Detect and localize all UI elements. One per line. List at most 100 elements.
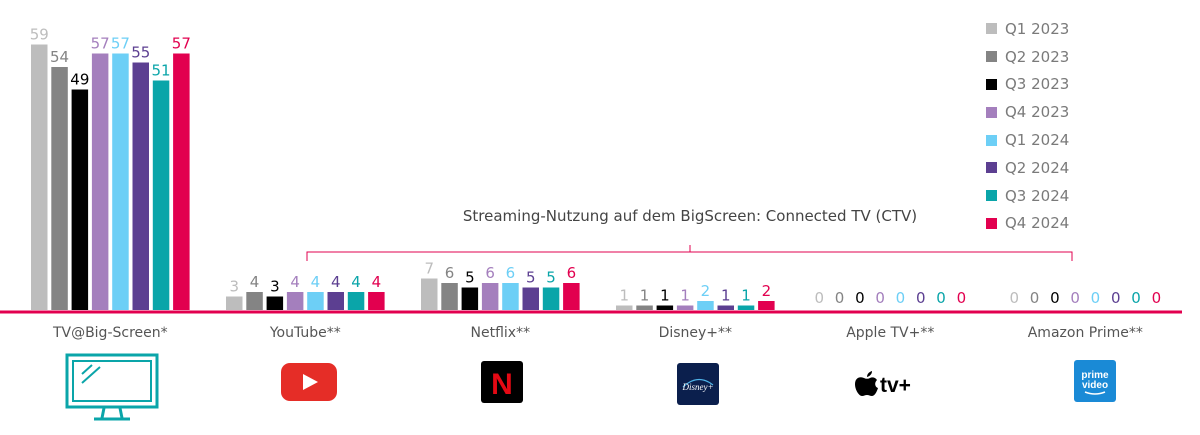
svg-text:N: N <box>491 368 513 401</box>
category-label: TV@Big-Screen* <box>52 325 168 341</box>
value-label-0-3: 57 <box>91 35 110 53</box>
legend-swatch <box>986 78 997 90</box>
legend-label: Q2 2024 <box>1005 158 1070 177</box>
category-label: YouTube** <box>269 325 341 341</box>
category-label: Apple TV+** <box>846 325 934 341</box>
bar-1-7 <box>368 292 385 310</box>
bar-2-1 <box>441 283 458 310</box>
value-label-2-4: 6 <box>506 264 516 282</box>
bar-2-7 <box>563 283 580 310</box>
streaming-bracket <box>306 245 1073 261</box>
bar-1-4 <box>307 292 324 310</box>
value-label-3-7: 2 <box>762 282 772 300</box>
value-label-0-2: 49 <box>70 71 89 89</box>
bar-3-4 <box>697 301 714 310</box>
value-label-4-4: 0 <box>896 289 906 307</box>
value-label-0-1: 54 <box>50 48 69 66</box>
value-label-1-0: 3 <box>229 278 239 296</box>
svg-text:tv+: tv+ <box>880 374 911 397</box>
value-label-3-2: 1 <box>660 287 670 305</box>
value-label-4-1: 0 <box>835 289 845 307</box>
value-label-1-4: 4 <box>311 273 321 291</box>
prime-video-icon: prime video <box>1074 360 1116 407</box>
bar-3-1 <box>636 305 653 310</box>
bar-2-4 <box>502 283 519 310</box>
value-label-4-2: 0 <box>855 289 865 307</box>
legend-swatch <box>986 51 997 63</box>
legend-swatch <box>986 23 997 35</box>
legend-swatch <box>986 106 997 118</box>
value-label-4-7: 0 <box>957 289 967 307</box>
value-label-1-6: 4 <box>351 273 361 291</box>
value-label-3-0: 1 <box>619 287 629 305</box>
legend-item: Q3 2023 <box>986 71 1069 99</box>
bar-1-6 <box>347 292 365 310</box>
streaming-annotation: Streaming-Nutzung auf dem BigScreen: Con… <box>462 207 918 225</box>
value-label-1-7: 4 <box>372 273 382 291</box>
bar-1-0 <box>226 296 243 310</box>
bar-2-0 <box>421 278 438 310</box>
value-label-4-5: 0 <box>916 289 926 307</box>
bar-0-1 <box>51 67 68 310</box>
value-label-2-6: 5 <box>546 269 556 287</box>
value-label-4-0: 0 <box>814 289 824 307</box>
netflix-icon: N <box>481 361 523 408</box>
tv-icon <box>64 352 160 429</box>
legend-swatch <box>986 134 997 146</box>
category-label: Amazon Prime** <box>1028 325 1143 341</box>
value-label-3-3: 1 <box>680 287 690 305</box>
legend-label: Q1 2023 <box>1005 19 1070 38</box>
bar-3-0 <box>616 305 633 310</box>
bar-3-7 <box>758 301 775 310</box>
value-label-4-3: 0 <box>875 289 885 307</box>
value-label-3-6: 1 <box>741 287 751 305</box>
bar-0-3 <box>91 53 109 310</box>
bar-0-7 <box>173 53 190 310</box>
svg-text:prime: prime <box>1081 370 1109 381</box>
value-label-3-5: 1 <box>721 287 731 305</box>
svg-text:video: video <box>1082 380 1108 391</box>
legend-swatch <box>986 190 997 202</box>
legend-item: Q3 2024 <box>986 182 1069 210</box>
value-label-0-5: 55 <box>131 44 150 62</box>
bar-3-3 <box>676 305 694 310</box>
legend-label: Q3 2024 <box>1005 186 1070 205</box>
category-label: Disney+** <box>659 325 732 341</box>
bar-2-6 <box>542 287 560 310</box>
value-label-2-0: 7 <box>424 260 434 278</box>
value-label-5-7: 0 <box>1152 289 1162 307</box>
value-label-2-7: 6 <box>567 264 577 282</box>
bar-1-3 <box>286 292 304 310</box>
bar-0-2 <box>71 89 89 310</box>
bar-0-0 <box>31 44 48 310</box>
value-label-0-4: 57 <box>111 35 130 53</box>
legend-label: Q2 2023 <box>1005 47 1070 66</box>
bar-2-5 <box>522 287 539 310</box>
bar-3-2 <box>656 305 674 310</box>
youtube-icon <box>281 363 337 406</box>
value-label-5-1: 0 <box>1030 289 1040 307</box>
value-label-4-6: 0 <box>936 289 946 307</box>
legend-label: Q4 2024 <box>1005 214 1070 233</box>
svg-text:Disney+: Disney+ <box>681 382 713 392</box>
value-label-2-5: 5 <box>526 269 536 287</box>
value-label-5-6: 0 <box>1131 289 1141 307</box>
legend-label: Q4 2023 <box>1005 103 1070 122</box>
legend-item: Q2 2024 <box>986 154 1069 182</box>
legend: Q1 2023 Q2 2023 Q3 2023 Q4 2023 Q1 2024 Q2 20… <box>986 15 1069 237</box>
value-label-3-1: 1 <box>640 287 650 305</box>
legend-label: Q3 2023 <box>1005 75 1070 94</box>
bar-0-4 <box>112 53 129 310</box>
legend-item: Q2 2023 <box>986 43 1069 71</box>
value-label-5-4: 0 <box>1091 289 1101 307</box>
bar-2-2 <box>461 287 479 310</box>
legend-swatch <box>986 162 997 174</box>
legend-item: Q1 2024 <box>986 126 1069 154</box>
value-label-2-2: 5 <box>465 269 475 287</box>
value-label-5-3: 0 <box>1070 289 1080 307</box>
bar-0-6 <box>152 80 170 310</box>
legend-item: Q4 2023 <box>986 98 1069 126</box>
category-label: Netflix** <box>471 325 531 341</box>
legend-label: Q1 2024 <box>1005 131 1070 150</box>
